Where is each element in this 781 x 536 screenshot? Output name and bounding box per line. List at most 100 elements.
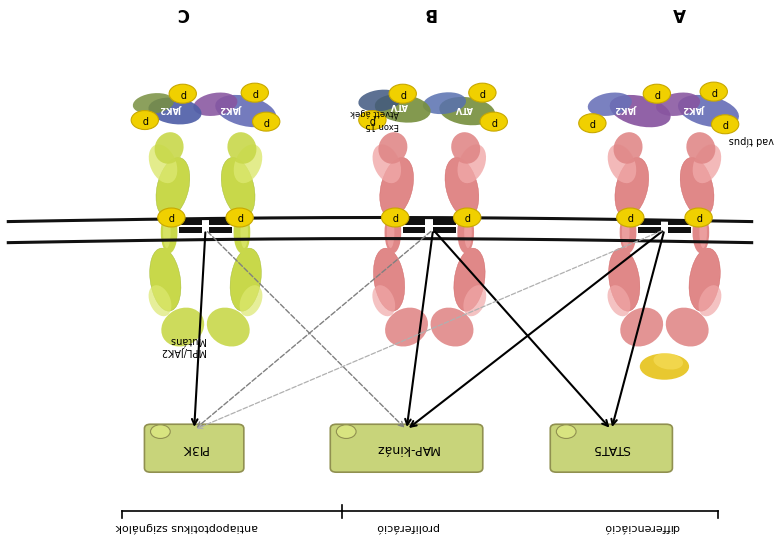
Ellipse shape	[150, 248, 181, 311]
Ellipse shape	[608, 144, 637, 183]
Ellipse shape	[227, 132, 256, 163]
Text: p: p	[237, 212, 243, 222]
Ellipse shape	[620, 308, 663, 346]
Circle shape	[480, 112, 508, 131]
Text: PI3K: PI3K	[180, 442, 208, 455]
Ellipse shape	[384, 211, 401, 254]
Text: p: p	[168, 212, 174, 222]
Text: p: p	[711, 87, 717, 96]
Ellipse shape	[156, 158, 190, 218]
Text: p: p	[654, 89, 660, 99]
FancyArrowPatch shape	[435, 232, 608, 426]
Ellipse shape	[686, 132, 715, 163]
Circle shape	[389, 84, 416, 103]
Ellipse shape	[693, 144, 721, 183]
Bar	[209, 227, 232, 233]
Circle shape	[241, 83, 269, 102]
Text: p: p	[251, 88, 258, 98]
Text: p: p	[400, 89, 406, 99]
Ellipse shape	[387, 217, 394, 248]
Ellipse shape	[622, 217, 629, 248]
FancyArrowPatch shape	[208, 232, 404, 427]
Ellipse shape	[133, 93, 174, 114]
Text: p: p	[722, 120, 728, 129]
Text: p: p	[180, 89, 186, 99]
Ellipse shape	[680, 158, 714, 218]
Circle shape	[158, 208, 185, 227]
Text: JAK2: JAK2	[221, 104, 243, 113]
Text: p: p	[263, 117, 269, 126]
Ellipse shape	[240, 285, 262, 316]
Ellipse shape	[689, 248, 720, 311]
Ellipse shape	[608, 285, 630, 316]
Ellipse shape	[378, 132, 408, 163]
FancyArrowPatch shape	[612, 232, 664, 425]
Ellipse shape	[640, 353, 689, 379]
Text: B: B	[423, 4, 436, 21]
Text: ATV: ATV	[390, 101, 408, 110]
Bar	[669, 227, 691, 233]
Ellipse shape	[162, 308, 204, 346]
Ellipse shape	[693, 211, 709, 254]
Ellipse shape	[163, 217, 170, 248]
Text: A: A	[673, 4, 686, 21]
Ellipse shape	[375, 94, 430, 123]
Ellipse shape	[588, 93, 632, 116]
Text: ATV: ATV	[455, 104, 473, 113]
Text: JAK2: JAK2	[615, 104, 637, 113]
Ellipse shape	[615, 158, 649, 218]
FancyArrowPatch shape	[405, 233, 433, 425]
Text: p: p	[695, 212, 701, 222]
Ellipse shape	[608, 248, 640, 311]
Ellipse shape	[614, 132, 643, 163]
FancyArrowPatch shape	[192, 233, 205, 425]
Ellipse shape	[234, 144, 262, 183]
Ellipse shape	[451, 132, 480, 163]
Circle shape	[151, 425, 170, 438]
Circle shape	[454, 208, 481, 227]
Bar	[179, 219, 201, 225]
Circle shape	[579, 114, 606, 133]
Ellipse shape	[194, 93, 237, 116]
Ellipse shape	[161, 211, 177, 254]
Ellipse shape	[463, 285, 487, 316]
Ellipse shape	[241, 217, 248, 248]
Ellipse shape	[380, 158, 414, 218]
Circle shape	[685, 208, 712, 227]
Text: p: p	[490, 117, 497, 126]
Text: MPL/JAK2
Mutáns: MPL/JAK2 Mutáns	[160, 334, 205, 356]
Ellipse shape	[699, 217, 707, 248]
Ellipse shape	[207, 308, 250, 346]
Ellipse shape	[454, 248, 485, 311]
Bar	[209, 219, 232, 225]
Circle shape	[358, 110, 386, 130]
Text: STAT5: STAT5	[592, 442, 630, 455]
Text: p: p	[627, 212, 633, 222]
Ellipse shape	[358, 90, 401, 111]
Circle shape	[556, 425, 576, 438]
Circle shape	[644, 84, 671, 103]
Ellipse shape	[678, 95, 739, 127]
FancyArrowPatch shape	[198, 230, 662, 428]
Ellipse shape	[148, 144, 177, 183]
Circle shape	[381, 208, 408, 227]
Circle shape	[131, 110, 159, 130]
Circle shape	[226, 208, 253, 227]
FancyBboxPatch shape	[330, 424, 483, 472]
Ellipse shape	[619, 211, 637, 254]
Circle shape	[617, 208, 644, 227]
Text: JAK2: JAK2	[161, 104, 182, 113]
Ellipse shape	[439, 97, 495, 125]
Bar	[433, 227, 456, 233]
Ellipse shape	[423, 92, 466, 114]
FancyBboxPatch shape	[551, 424, 672, 472]
Circle shape	[700, 82, 727, 101]
Ellipse shape	[221, 158, 255, 218]
Text: p: p	[141, 115, 148, 125]
Bar	[638, 219, 661, 225]
Circle shape	[711, 115, 739, 134]
Ellipse shape	[656, 93, 701, 116]
Circle shape	[169, 84, 196, 103]
Ellipse shape	[216, 95, 276, 127]
Ellipse shape	[155, 132, 184, 163]
